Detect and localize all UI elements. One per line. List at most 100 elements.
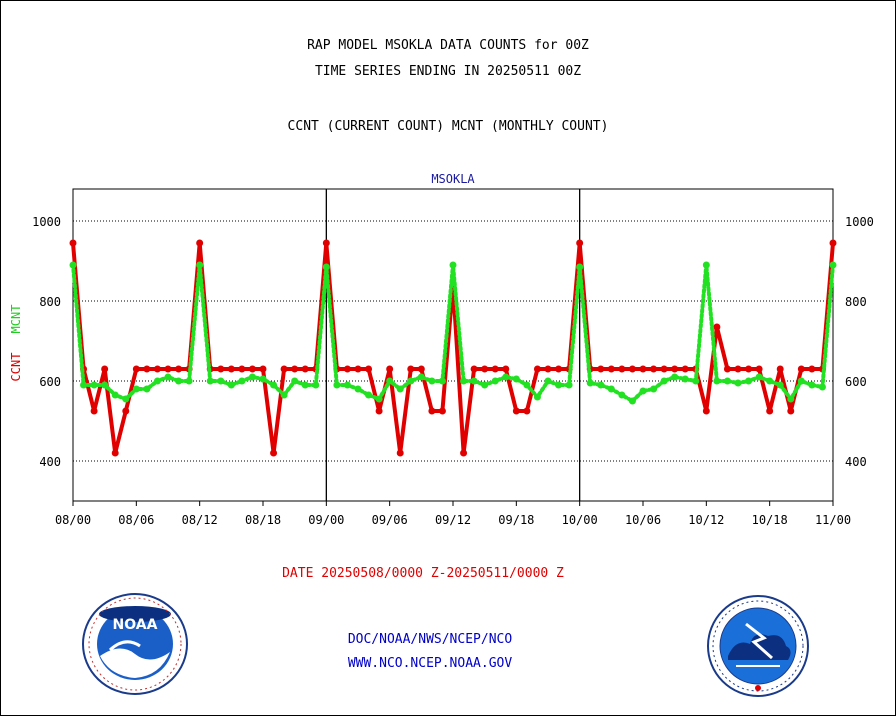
mcnt-point [227, 381, 235, 389]
mcnt-point [312, 381, 320, 389]
ccnt-point [628, 365, 636, 373]
mcnt-point [122, 395, 130, 403]
ccnt-point [153, 365, 161, 373]
chart-subtitle: TIME SERIES ENDING IN 20250511 00Z [314, 64, 582, 79]
x-tick-label: 09/12 [435, 513, 471, 527]
mcnt-point [491, 377, 499, 385]
ccnt-point [354, 365, 362, 373]
chart-title: RAP MODEL MSOKLA DATA COUNTS for 00Z [307, 38, 589, 53]
x-tick-label: 10/00 [562, 513, 598, 527]
x-tick-label: 10/06 [625, 513, 661, 527]
mcnt-point [787, 395, 795, 403]
x-tick-label: 08/06 [118, 513, 154, 527]
mcnt-point [502, 373, 510, 381]
ccnt-point [238, 365, 246, 373]
ccnt-point [808, 365, 816, 373]
mcnt-point [132, 385, 140, 393]
ccnt-point [544, 365, 552, 373]
ccnt-point [101, 365, 109, 373]
ccnt-point [417, 365, 425, 373]
y-tick-label-right: 1000 [845, 215, 874, 229]
mcnt-point [80, 381, 88, 389]
website-link[interactable]: WWW.NCO.NCEP.NOAA.GOV [347, 656, 513, 671]
y-axis-label-mcnt: MCNT [9, 305, 23, 334]
mcnt-point [797, 377, 805, 385]
y-tick-label-left: 600 [39, 375, 61, 389]
x-tick-label: 10/18 [752, 513, 788, 527]
ccnt-point [555, 365, 563, 373]
ccnt-point [639, 365, 647, 373]
ccnt-point [69, 239, 77, 247]
ccnt-point [502, 365, 510, 373]
ccnt-point [227, 365, 235, 373]
mcnt-point [375, 395, 383, 403]
x-tick-label: 08/00 [55, 513, 91, 527]
mcnt-point [280, 391, 288, 399]
mcnt-point [248, 373, 256, 381]
ccnt-point [787, 407, 795, 415]
mcnt-point [111, 391, 119, 399]
mcnt-point [101, 381, 109, 389]
mcnt-point [449, 261, 457, 269]
mcnt-point [650, 385, 658, 393]
ccnt-point [259, 365, 267, 373]
ccnt-point [829, 239, 837, 247]
ccnt-point [618, 365, 626, 373]
ccnt-point [301, 365, 309, 373]
mcnt-point [386, 377, 394, 385]
ccnt-point [671, 365, 679, 373]
mcnt-point [270, 381, 278, 389]
mcnt-point [217, 377, 225, 385]
mcnt-point [175, 377, 183, 385]
mcnt-point [702, 261, 710, 269]
noaa-logo-text: NOAA [113, 617, 158, 633]
mcnt-point [512, 375, 520, 383]
mcnt-point [523, 381, 531, 389]
ccnt-point [512, 407, 520, 415]
ccnt-point [90, 407, 98, 415]
plot-frame [72, 188, 834, 502]
ccnt-point [407, 365, 415, 373]
ccnt-point [776, 365, 784, 373]
mcnt-point [671, 373, 679, 381]
x-tick-label: 09/06 [372, 513, 408, 527]
mcnt-point [829, 261, 837, 269]
ccnt-point [660, 365, 668, 373]
ccnt-point [797, 365, 805, 373]
mcnt-point [291, 377, 299, 385]
ccnt-point [723, 365, 731, 373]
mcnt-point [206, 377, 214, 385]
ccnt-point [132, 365, 140, 373]
ccnt-point [143, 365, 151, 373]
x-tick-label: 09/00 [308, 513, 344, 527]
mcnt-point [164, 373, 172, 381]
ccnt-point [396, 449, 404, 457]
mcnt-point [153, 377, 161, 385]
mcnt-point [460, 377, 468, 385]
mcnt-point [238, 377, 246, 385]
doc-link[interactable]: DOC/NOAA/NWS/NCEP/NCO [347, 632, 513, 647]
mcnt-point [428, 377, 436, 385]
ccnt-point [597, 365, 605, 373]
y-axis-label-ccnt: CCNT [9, 353, 23, 382]
y-axis-label-group: CCNT MCNT [9, 305, 23, 382]
ccnt-point [755, 365, 763, 373]
ccnt-point [280, 365, 288, 373]
ccnt-point [217, 365, 225, 373]
mcnt-point [301, 381, 309, 389]
mcnt-point [597, 381, 605, 389]
ccnt-point [702, 407, 710, 415]
mcnt-point [259, 375, 267, 383]
ccnt-point [196, 239, 204, 247]
ccnt-point [386, 365, 394, 373]
station-label: MSOKLA [431, 172, 475, 186]
y-tick-label-right: 400 [845, 455, 867, 469]
legend-text: CCNT (CURRENT COUNT) MCNT (MONTHLY COUNT… [287, 119, 609, 134]
mcnt-point [639, 387, 647, 395]
x-tick-label: 08/18 [245, 513, 281, 527]
mcnt-point [766, 377, 774, 385]
ccnt-point [745, 365, 753, 373]
mcnt-point [417, 373, 425, 381]
x-tick-label: 11/00 [815, 513, 851, 527]
mcnt-point [818, 383, 826, 391]
